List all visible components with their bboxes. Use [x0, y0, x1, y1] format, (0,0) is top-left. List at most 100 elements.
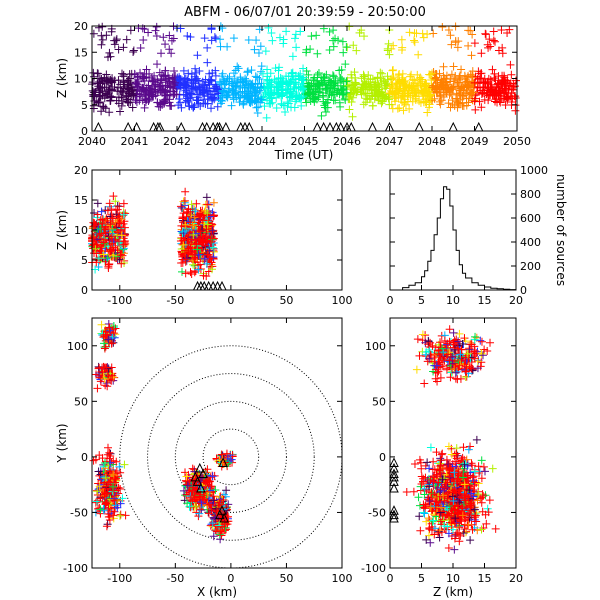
source-marker [307, 32, 316, 41]
source-marker [260, 102, 269, 111]
source-marker [151, 26, 160, 35]
source-marker [195, 67, 204, 76]
source-marker [261, 47, 270, 56]
source-marker [429, 29, 438, 38]
source-marker [497, 25, 506, 34]
y-tick-label: 400 [520, 236, 541, 249]
source-marker [94, 23, 103, 32]
y-tick-label: 800 [520, 188, 541, 201]
y-tick-label: 0 [81, 125, 88, 138]
x-height-station-markers [192, 280, 227, 291]
x-tick-label: -100 [107, 572, 132, 585]
source-marker [157, 76, 166, 85]
time-height-station-markers [93, 121, 484, 132]
source-marker [317, 111, 326, 120]
source-marker [437, 96, 446, 105]
source-marker [329, 26, 338, 35]
source-marker [166, 101, 175, 110]
station-marker [448, 121, 459, 132]
source-marker [385, 50, 394, 59]
y-axis-label: Y (km) [55, 423, 69, 463]
time-height-sources [88, 22, 520, 122]
source-marker [439, 62, 448, 71]
source-marker [119, 70, 128, 79]
source-marker [314, 69, 323, 78]
source-marker [170, 66, 179, 75]
source-marker [98, 35, 107, 44]
source-marker [254, 103, 263, 112]
source-marker [438, 449, 447, 458]
source-marker [395, 104, 404, 113]
source-marker [256, 67, 265, 76]
source-marker [486, 338, 495, 347]
source-marker [423, 108, 432, 117]
source-marker [472, 435, 481, 444]
source-marker [450, 545, 459, 554]
source-marker [444, 544, 453, 553]
source-marker [266, 99, 275, 108]
source-marker [325, 45, 334, 54]
y-tick-label: 100 [365, 340, 386, 353]
y-tick-label: -50 [368, 506, 386, 519]
plan-view-sources [89, 319, 237, 544]
source-marker [101, 104, 110, 113]
source-marker [389, 65, 398, 74]
source-marker [247, 66, 256, 75]
source-marker [264, 23, 273, 32]
source-marker [477, 498, 486, 507]
source-marker [176, 98, 185, 107]
source-marker [282, 27, 291, 36]
source-marker [279, 35, 288, 44]
source-marker [272, 104, 281, 113]
source-marker [416, 526, 425, 535]
source-marker [485, 35, 494, 44]
source-marker [464, 41, 473, 50]
source-marker [442, 71, 451, 80]
source-marker [341, 60, 350, 69]
source-marker [110, 83, 119, 92]
altitude-histogram-line [396, 186, 517, 291]
source-marker [418, 29, 427, 38]
source-marker [477, 49, 486, 58]
x-tick-label: 0 [227, 572, 234, 585]
source-marker [191, 64, 200, 73]
source-marker [394, 71, 403, 80]
source-marker [178, 267, 187, 276]
z-axis-label: Z (km) [433, 585, 473, 599]
source-marker [250, 45, 259, 54]
source-marker [505, 25, 514, 34]
source-marker [322, 107, 331, 116]
source-marker [426, 443, 435, 452]
source-marker [359, 100, 368, 109]
source-marker [157, 70, 166, 79]
source-marker [165, 45, 174, 54]
source-marker [471, 105, 480, 114]
x-tick-label: 0 [387, 572, 394, 585]
source-marker [116, 107, 125, 116]
source-marker [388, 66, 397, 75]
histogram-y-label: number of sources [554, 174, 568, 286]
source-marker [97, 40, 106, 49]
source-marker [445, 325, 454, 334]
source-marker [420, 379, 429, 388]
station-marker [473, 121, 484, 132]
source-marker [485, 496, 494, 505]
source-marker [103, 520, 112, 529]
source-marker [477, 103, 486, 112]
time-height-panel: 2040 2041 2042 2043 2044 2045 2046 2047 2048 2049… [55, 20, 531, 162]
source-marker [312, 31, 321, 40]
source-marker [329, 42, 338, 51]
y-tick-label: 15 [74, 46, 88, 59]
source-marker [180, 196, 189, 205]
source-marker [489, 36, 498, 45]
figure-title: ABFM - 06/07/01 20:39:59 - 20:50:00 [184, 5, 426, 20]
x-tick-label: 2049 [461, 135, 489, 148]
source-marker [348, 112, 357, 121]
source-marker [139, 35, 148, 44]
source-marker [484, 43, 493, 52]
source-marker [466, 536, 475, 545]
source-marker [292, 43, 301, 52]
source-marker [169, 34, 178, 43]
